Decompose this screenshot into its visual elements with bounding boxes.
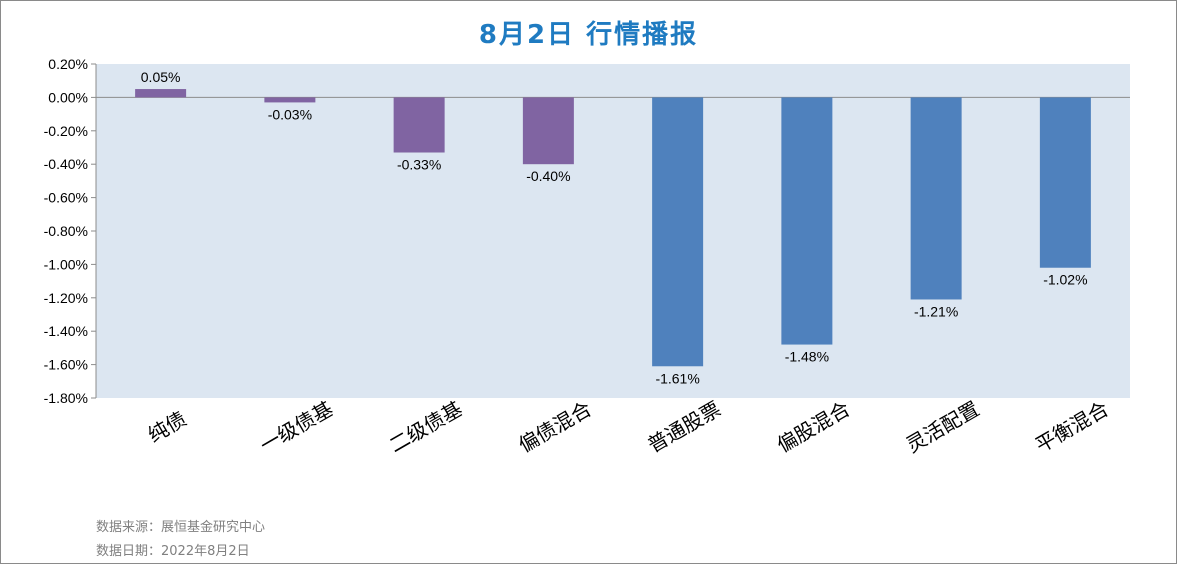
value-label: -1.21% — [914, 303, 958, 319]
y-tick-label: -1.40% — [44, 323, 88, 339]
category-label: 普通股票 — [643, 397, 724, 458]
category-labels: 纯债 一级债基 二级债基 偏债混合 普通股票 偏股混合 灵活配置 平衡混合 — [144, 397, 1113, 458]
value-label: -1.48% — [785, 349, 829, 365]
y-tick-label: -0.20% — [44, 123, 88, 139]
category-label: 一级债基 — [256, 397, 337, 458]
bar — [781, 97, 833, 345]
y-tick-label: 0.00% — [48, 89, 88, 105]
y-axis-ticks: 0.20% 0.00% -0.20% -0.40% -0.60% -0.80% -1.00%… — [44, 56, 96, 406]
chart-title: 8月2日 行情播报 — [478, 20, 699, 50]
category-label: 平衡混合 — [1031, 397, 1112, 458]
bar — [652, 97, 704, 367]
bar — [264, 97, 316, 103]
bar — [1039, 97, 1091, 268]
bar-series — [135, 89, 1091, 367]
plot-area — [96, 64, 1130, 398]
y-tick-label: -0.40% — [44, 156, 88, 172]
y-tick-label: -1.20% — [44, 290, 88, 306]
y-tick-label: -1.00% — [44, 256, 88, 272]
value-label: -1.02% — [1043, 272, 1087, 288]
category-label: 纯债 — [144, 407, 191, 448]
value-label: -0.40% — [526, 168, 570, 184]
value-label: -1.61% — [655, 370, 699, 386]
data-labels: 0.05% -0.03% -0.33% -0.40% -1.61% -1.48% -1.21… — [141, 69, 1088, 386]
footer-source: 数据来源：展恒基金研究中心 — [96, 520, 266, 535]
value-label: -0.03% — [268, 106, 312, 122]
bar — [135, 89, 187, 98]
value-label: -0.33% — [397, 157, 441, 173]
bar — [522, 97, 574, 165]
category-label: 偏股混合 — [773, 397, 854, 458]
y-tick-label: -0.80% — [44, 223, 88, 239]
bar — [393, 97, 445, 153]
category-label: 二级债基 — [385, 397, 466, 458]
y-tick-label: 0.20% — [48, 56, 88, 72]
category-label: 偏债混合 — [514, 397, 595, 458]
footer-date: 数据日期：2022年8月2日 — [96, 544, 250, 559]
y-tick-label: -0.60% — [44, 190, 88, 206]
category-label: 灵活配置 — [902, 397, 983, 458]
bar — [910, 97, 962, 300]
y-tick-label: -1.60% — [44, 357, 88, 373]
y-tick-label: -1.80% — [44, 390, 88, 406]
value-label: 0.05% — [141, 69, 181, 85]
